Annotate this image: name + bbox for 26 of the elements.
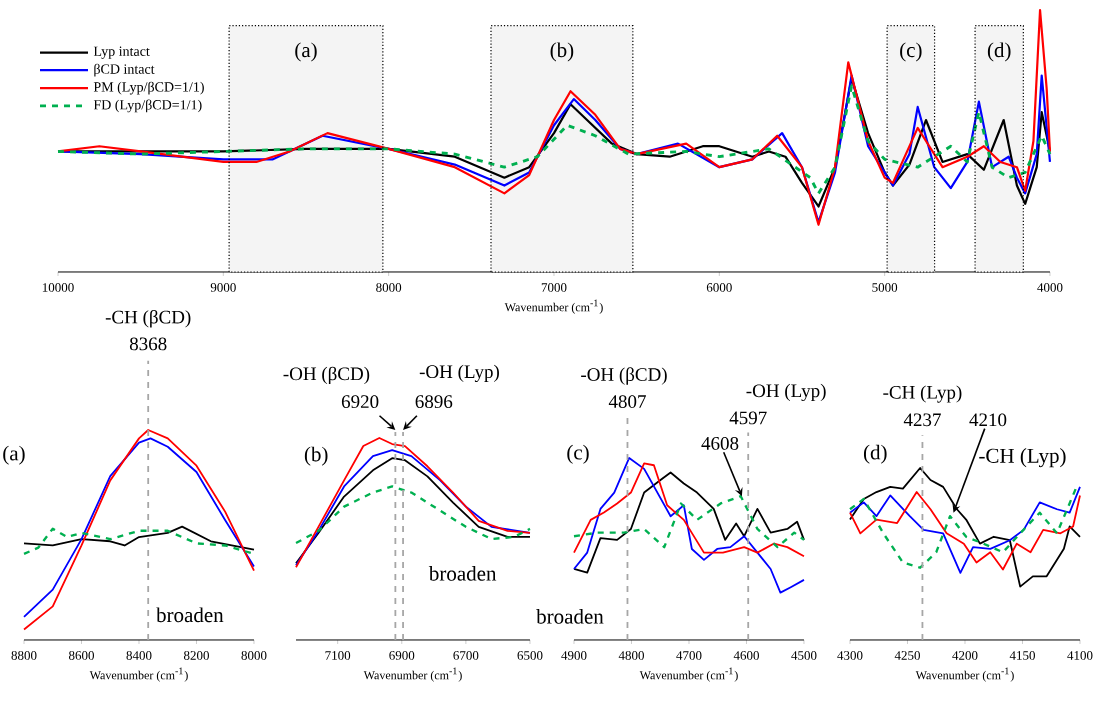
annotation: (a) xyxy=(3,445,25,465)
annotation: (b) xyxy=(304,446,328,466)
annotation: broaden xyxy=(428,565,497,581)
band-label: (b) xyxy=(550,42,574,62)
text: -CH (βCD) xyxy=(105,309,191,328)
text: -CH (Lyp) xyxy=(883,385,962,403)
ref-line-label: 6920 xyxy=(341,395,379,409)
annotation: broaden xyxy=(536,608,604,624)
text: -OH (βCD) xyxy=(283,366,370,385)
ref-line-label: 4807 xyxy=(608,395,646,408)
text: -OH (βCD) xyxy=(581,367,667,385)
ref-line-label: 8368 xyxy=(129,337,167,351)
annotation: (c) xyxy=(567,444,589,464)
annotation: broaden xyxy=(156,607,224,623)
text: (d) xyxy=(863,444,887,464)
ref-line-label: 4237 xyxy=(903,413,941,427)
annotation: 4608 xyxy=(701,437,739,450)
text: -OH (Lyp) xyxy=(746,383,826,402)
text: -CH (Lyp) xyxy=(979,448,1066,468)
text: -OH (Lyp) xyxy=(419,364,499,382)
ref-line-label: 6896 xyxy=(415,395,453,409)
band-label: (a) xyxy=(295,42,317,62)
band-label: (d) xyxy=(987,42,1011,62)
ref-line-label: 4597 xyxy=(729,411,767,425)
band-label: (c) xyxy=(900,42,922,62)
annotation: 4210 xyxy=(969,413,1007,427)
